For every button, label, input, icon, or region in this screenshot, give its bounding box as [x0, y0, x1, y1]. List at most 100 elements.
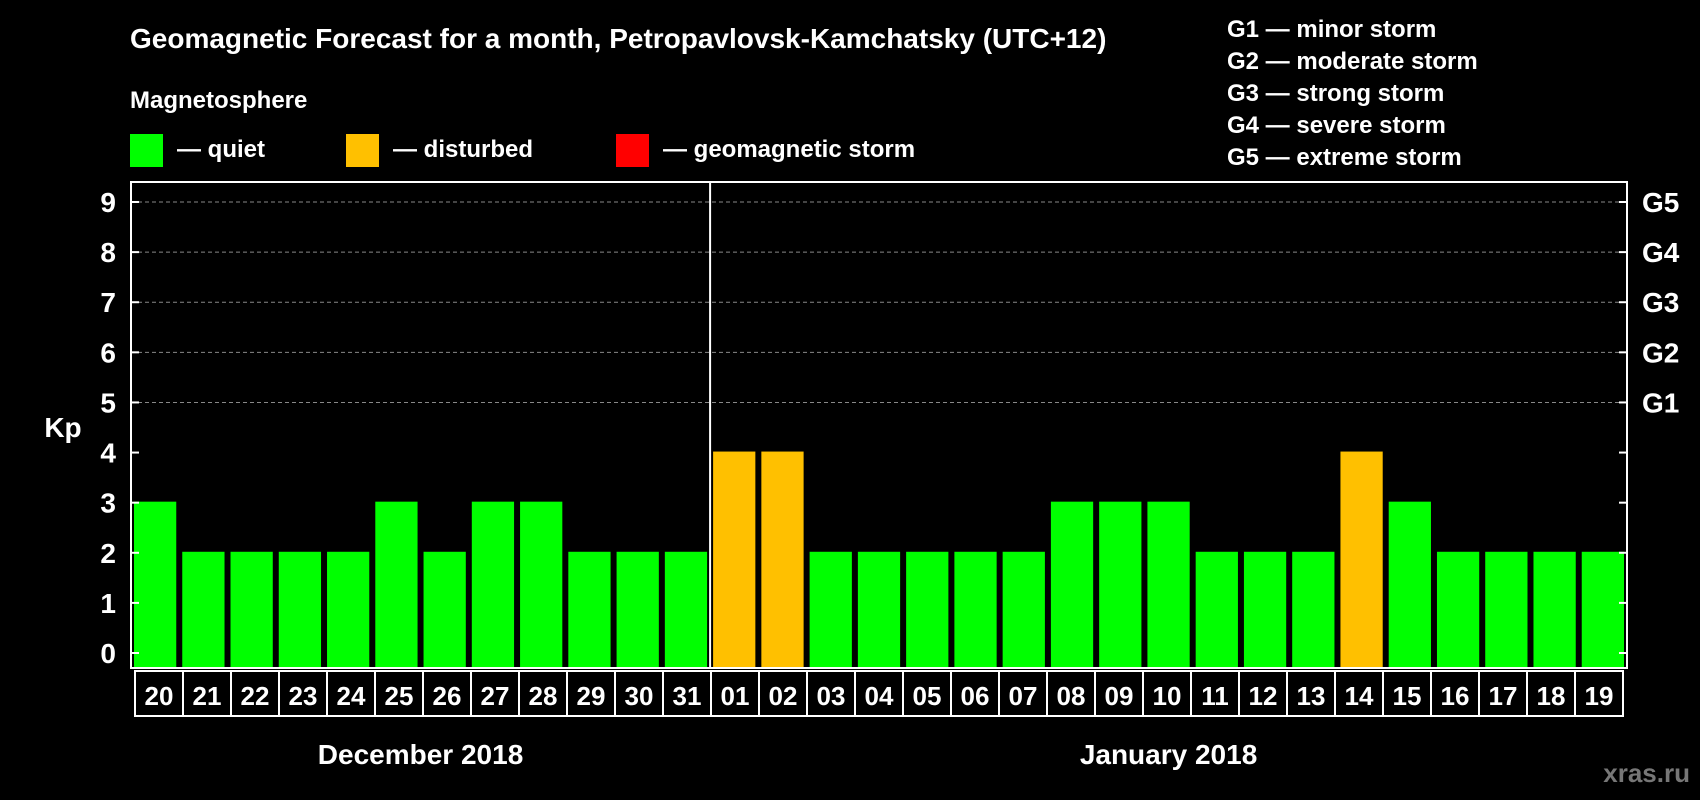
y-tick-label-4: 4	[100, 438, 116, 469]
date-cells-frame	[134, 670, 1624, 717]
bar-04	[857, 551, 901, 668]
bar-24	[327, 551, 370, 668]
bar-09	[1099, 501, 1142, 668]
bar-25	[375, 501, 418, 668]
y-tick-label-8: 8	[100, 237, 116, 268]
chart-title: Geomagnetic Forecast for a month, Petrop…	[130, 23, 1106, 54]
bar-13	[1292, 551, 1335, 668]
right-axis-label-g3: G3	[1642, 287, 1679, 318]
x-tick-label-18: 18	[1537, 681, 1566, 711]
grid-lines	[131, 201, 1627, 403]
bar-12	[1243, 551, 1287, 668]
bar-05	[906, 551, 949, 668]
right-axis-label-g2: G2	[1642, 337, 1679, 368]
axes	[130, 181, 1628, 669]
bar-30	[616, 551, 659, 668]
right-axis-labels: G1 G2 G3 G4 G5	[1642, 187, 1680, 418]
x-tick-label-16: 16	[1441, 681, 1470, 711]
x-tick-label-08: 08	[1057, 681, 1086, 711]
bar-07	[1002, 551, 1045, 668]
bar-14	[1340, 451, 1383, 668]
right-axis-label-g5: G5	[1642, 187, 1679, 218]
bar-17	[1485, 551, 1528, 668]
bar-15	[1388, 501, 1431, 668]
x-tick-label-31: 31	[673, 681, 702, 711]
bar-06	[954, 551, 997, 668]
legend-swatch-quiet	[130, 134, 163, 167]
x-tick-label-03: 03	[817, 681, 846, 711]
legend-swatch-disturbed	[346, 134, 379, 167]
x-tick-label-30: 30	[625, 681, 654, 711]
bar-08	[1050, 501, 1094, 668]
x-tick-label-04: 04	[865, 681, 894, 711]
bar-03	[809, 551, 852, 668]
x-tick-label-24: 24	[337, 681, 366, 711]
bar-20	[134, 501, 177, 668]
bar-19	[1581, 551, 1624, 668]
x-tick-label-09: 09	[1105, 681, 1134, 711]
bar-21	[182, 551, 225, 668]
y-tick-label-0: 0	[100, 638, 116, 669]
bar-16	[1436, 551, 1480, 668]
storm-scale-legend: G1 — minor storm G2 — moderate storm G3 …	[1227, 16, 1478, 171]
month-label-0: December 2018	[318, 739, 523, 770]
x-tick-label-26: 26	[433, 681, 462, 711]
x-tick-label-10: 10	[1153, 681, 1182, 711]
x-tick-label-27: 27	[481, 681, 510, 711]
bar-10	[1147, 501, 1190, 668]
x-tick-label-13: 13	[1297, 681, 1326, 711]
y-tick-label-7: 7	[100, 287, 116, 318]
y-tick-label-1: 1	[100, 588, 116, 619]
bar-23	[278, 551, 322, 668]
x-tick-label-28: 28	[529, 681, 558, 711]
x-tick-label-14: 14	[1345, 681, 1374, 711]
bar-28	[520, 501, 563, 668]
storm-scale-g5: G5 — extreme storm	[1227, 144, 1462, 171]
x-tick-label-07: 07	[1009, 681, 1038, 711]
bar-18	[1533, 551, 1576, 668]
y-tick-label-2: 2	[100, 538, 116, 569]
right-axis-label-g1: G1	[1642, 387, 1679, 418]
x-tick-label-12: 12	[1249, 681, 1278, 711]
legend: — quiet — disturbed — geomagnetic storm	[130, 134, 915, 167]
bar-26	[423, 551, 466, 668]
x-tick-label-15: 15	[1393, 681, 1422, 711]
bar-11	[1195, 551, 1238, 668]
storm-scale-g1: G1 — minor storm	[1227, 16, 1436, 43]
legend-swatch-storm	[616, 134, 649, 167]
x-tick-label-22: 22	[241, 681, 270, 711]
y-axis-label: Kp	[44, 412, 81, 443]
x-tick-label-06: 06	[961, 681, 990, 711]
plot-frame	[130, 181, 1628, 669]
storm-scale-g4: G4 — severe storm	[1227, 112, 1446, 139]
storm-scale-g2: G2 — moderate storm	[1227, 48, 1478, 75]
legend-label-quiet: — quiet	[177, 136, 265, 163]
x-tick-label-02: 02	[769, 681, 798, 711]
bar-31	[664, 551, 708, 668]
x-tick-label-25: 25	[385, 681, 414, 711]
x-tick-label-21: 21	[193, 681, 222, 711]
y-tick-labels: 0 1 2 3 4 5 6 7 8 9	[100, 187, 116, 669]
bar-29	[568, 551, 611, 668]
x-tick-label-20: 20	[145, 681, 174, 711]
watermark: xras.ru	[1603, 758, 1690, 788]
month-label-1: January 2018	[1080, 739, 1257, 770]
x-tick-label-01: 01	[721, 681, 750, 711]
x-tick-label-05: 05	[913, 681, 942, 711]
x-tick-label-23: 23	[289, 681, 318, 711]
legend-title: Magnetosphere	[130, 87, 307, 114]
bar-02	[761, 451, 804, 668]
x-tick-labels: 20 21 22 23 24 25 26 27 28 29 30 31 01 02 03 04 05 06 07 08…	[134, 670, 1624, 717]
x-tick-label-29: 29	[577, 681, 606, 711]
x-tick-label-11: 11	[1201, 681, 1229, 711]
bar-22	[230, 551, 273, 668]
bar-27	[471, 501, 515, 668]
storm-scale-g3: G3 — strong storm	[1227, 80, 1444, 107]
y-tick-label-5: 5	[100, 387, 116, 418]
y-tick-label-3: 3	[100, 488, 116, 519]
y-tick-label-9: 9	[100, 187, 116, 218]
month-labels: December 2018 January 2018	[318, 739, 1257, 770]
bar-01	[713, 451, 756, 668]
bars	[134, 451, 1624, 668]
